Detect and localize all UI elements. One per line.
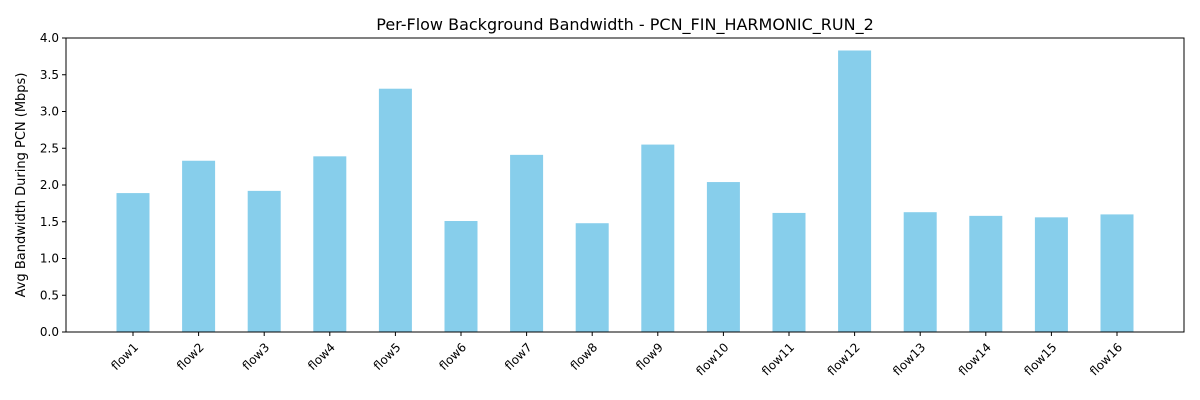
y-tick-label: 0.5: [40, 288, 59, 302]
bar-flow2: [182, 160, 216, 332]
x-tick-label: flow14: [956, 340, 994, 378]
x-tick-label: flow9: [633, 340, 666, 373]
bar-flow13: [903, 212, 937, 332]
chart-title: Per-Flow Background Bandwidth - PCN_FIN_…: [376, 15, 874, 35]
bar-flow1: [116, 193, 150, 332]
bar-flow9: [641, 144, 675, 332]
bar-flow11: [772, 212, 806, 332]
x-tick-label: flow2: [174, 340, 207, 373]
x-tick-label: flow12: [825, 340, 863, 378]
x-tick-label: flow16: [1087, 340, 1125, 378]
x-tick-label: flow1: [108, 340, 141, 373]
x-tick-label: flow6: [436, 340, 469, 373]
y-tick-label: 2.0: [40, 178, 59, 192]
bar-flow5: [378, 88, 412, 332]
x-tick-label: flow15: [1021, 340, 1059, 378]
y-tick-label: 3.5: [40, 68, 59, 82]
bar-flow6: [444, 221, 478, 332]
plot-frame: [65, 37, 1185, 333]
x-tick-label: flow8: [568, 340, 601, 373]
bars-group: [116, 50, 1134, 333]
x-tick-label: flow10: [693, 340, 731, 378]
x-tick-label: flow7: [502, 340, 535, 373]
bar-flow16: [1100, 214, 1134, 332]
x-tick-label: flow11: [759, 340, 797, 378]
y-tick-label: 1.5: [40, 215, 59, 229]
x-tick-label: flow13: [890, 340, 928, 378]
y-axis-ticks: 0.0 0.5 1.0 1.5 2.0 2.5 3.0 3.5 4.0: [40, 31, 66, 339]
y-tick-label: 2.5: [40, 141, 59, 155]
y-tick-label: 1.0: [40, 252, 59, 266]
x-tick-label: flow3: [240, 340, 273, 373]
bar-flow3: [247, 190, 281, 332]
bar-flow7: [510, 154, 544, 332]
x-tick-label: flow5: [371, 340, 404, 373]
bar-flow8: [575, 223, 609, 332]
y-tick-label: 3.0: [40, 105, 59, 119]
x-tick-label: flow4: [305, 340, 338, 373]
x-axis-ticks: flow1 flow2 flow3 flow4 flow5 flow6 flow7 flow8…: [108, 332, 1125, 378]
bar-flow4: [313, 156, 347, 332]
bar-flow10: [706, 182, 740, 332]
y-tick-label: 0.0: [40, 325, 59, 339]
bar-flow12: [838, 50, 872, 333]
bar-flow14: [969, 215, 1003, 332]
y-tick-label: 4.0: [40, 31, 59, 45]
bar-flow15: [1034, 217, 1068, 332]
y-axis-label: Avg Bandwidth During PCN (Mbps): [14, 73, 29, 298]
